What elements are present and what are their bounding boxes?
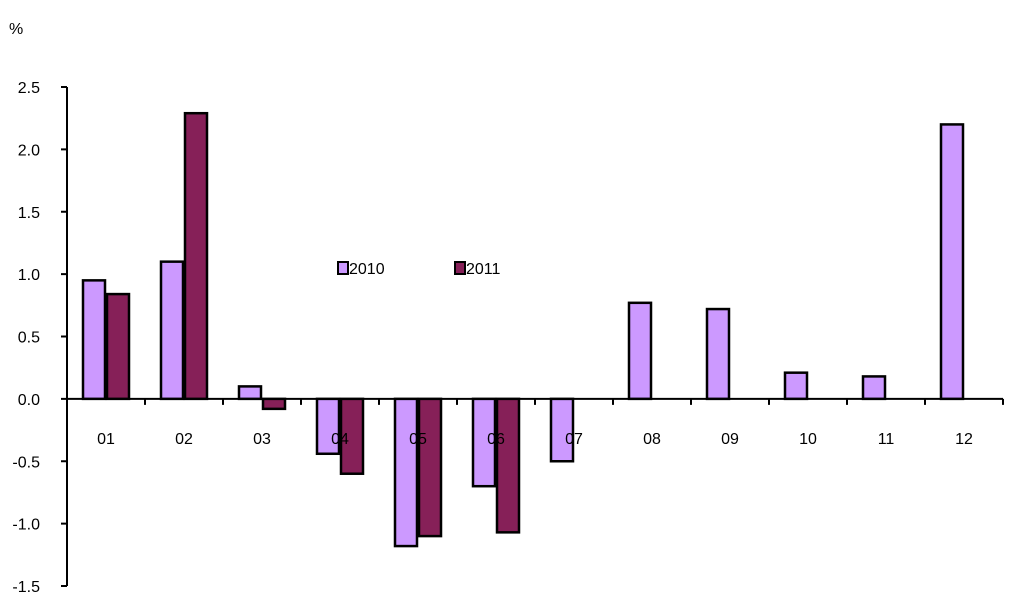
bar-2010-03 [237,385,263,401]
y-tick-label: 0.5 [18,330,40,347]
axes [66,87,1004,586]
x-tick-label: 03 [253,431,271,448]
y-tick-label: 2.0 [18,142,40,159]
legend-swatch-2010 [337,261,349,275]
bar-2010-08 [627,301,653,401]
bars [81,111,965,548]
x-axis-labels: 01 02 03 04 05 06 07 08 09 10 11 12 [97,431,973,448]
x-tick-label: 10 [799,431,817,448]
legend-label-2010: 2010 [349,261,385,278]
y-axis-unit-label: % [9,21,23,38]
y-tick-label: 1.5 [18,205,40,222]
legend-swatch-2011 [454,261,466,275]
x-tick-label: 07 [565,431,583,448]
x-tick-label: 04 [331,431,349,448]
y-tick-label: 2.5 [18,80,40,97]
y-tick-label: 0.0 [18,392,40,409]
legend: 2010 2011 [337,261,501,278]
x-tick-label: 11 [878,431,895,448]
y-axis: -1.5 -1.0 -0.5 0.0 0.5 1.0 1.5 2.0 2.5 [12,80,67,594]
bar-2010-02 [159,260,185,401]
x-tick-label: 09 [721,431,739,448]
bar-2011-02 [183,111,209,401]
bar-2011-06 [495,397,521,534]
x-tick-label: 12 [955,431,973,448]
bar-2010-09 [705,307,731,401]
y-tick-label: 1.0 [18,267,40,284]
x-tick-label: 05 [409,431,427,448]
bar-2011-01 [105,292,131,401]
bar-2010-01 [81,279,107,401]
bar-2010-11 [861,375,887,401]
y-tick-label: -1.5 [12,579,40,594]
x-tick-label: 01 [97,431,115,448]
bar-2010-10 [783,371,809,401]
y-tick-label: -0.5 [12,454,40,471]
x-tick-label: 06 [487,431,505,448]
bar-2010-12 [939,123,965,401]
x-tick-label: 08 [643,431,661,448]
legend-label-2011: 2011 [466,261,501,278]
bar-2010-05 [393,397,419,548]
y-tick-label: -1.0 [12,517,40,534]
x-tick-label: 02 [175,431,193,448]
bar-2011-03 [261,397,287,411]
bar-2011-05 [417,397,443,538]
